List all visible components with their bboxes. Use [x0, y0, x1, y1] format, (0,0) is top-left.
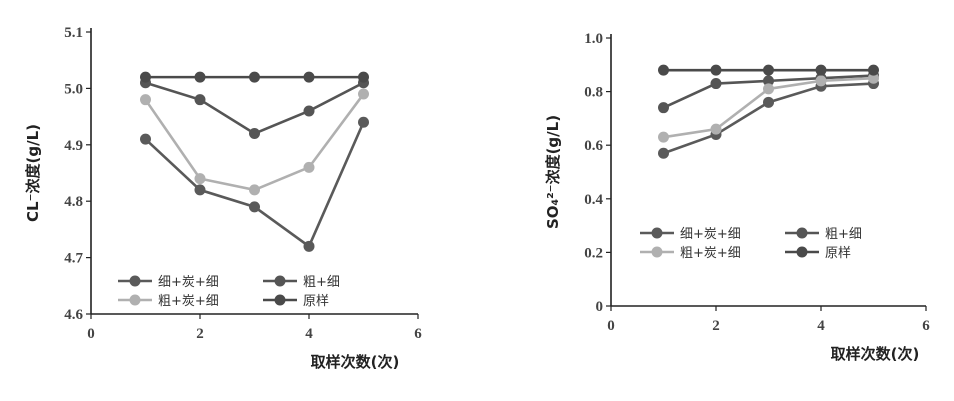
y-tick-label: 0.8: [584, 85, 603, 101]
data-point: [140, 71, 151, 83]
data-point: [658, 147, 669, 159]
data-point: [763, 75, 774, 87]
legend: 细+炭+细 粗+细粗+炭+细 原样: [640, 227, 862, 261]
data-point: [658, 64, 669, 76]
x-tick-label: 2: [712, 318, 720, 334]
legend-marker: [796, 246, 808, 258]
y-tick-label: 0.2: [584, 245, 603, 261]
legend: 细+炭+细 粗+细粗+炭+细 原样: [118, 275, 340, 309]
x-tick-label: 0: [87, 326, 95, 342]
y-tick-label: 4.8: [64, 194, 83, 210]
y-axis-label: CL⁻浓度(g/L): [24, 124, 42, 222]
data-point: [140, 133, 151, 145]
y-tick-label: 5.1: [64, 25, 83, 41]
legend-label: 粗+炭+细: [158, 294, 219, 309]
data-point: [868, 72, 879, 84]
data-point: [763, 96, 774, 108]
y-tick-label: 4.9: [64, 138, 83, 154]
legend-marker: [651, 246, 663, 258]
y-tick-label: 4.6: [64, 307, 83, 323]
data-point: [303, 161, 315, 173]
data-point: [658, 102, 669, 114]
legend-label: 粗+细: [825, 227, 862, 242]
legend-label: 粗+细: [303, 275, 340, 290]
legend-label: 细+炭+细: [158, 275, 219, 290]
y-tick-label: 0: [596, 299, 604, 315]
legend-label: 细+炭+细: [680, 227, 741, 242]
data-point: [194, 94, 206, 106]
data-point: [249, 71, 260, 83]
legend-marker: [796, 227, 808, 239]
data-point: [194, 184, 206, 196]
y-tick-label: 0.6: [584, 138, 603, 154]
chart-1: 4.6 4.7 4.8 4.9 5.0 5.1 0 2 4 6 取样次数(次) CL⁻浓度(g/L) 细…: [24, 25, 422, 371]
data-point: [249, 184, 260, 196]
legend-label: 原样: [303, 294, 329, 309]
x-tick-label: 6: [414, 326, 422, 342]
x-tick-label: 4: [305, 326, 313, 342]
data-point: [763, 64, 774, 76]
legend-marker: [651, 227, 663, 239]
data-point: [658, 131, 669, 143]
data-point: [249, 201, 260, 213]
x-axis-label: 取样次数(次): [831, 345, 920, 363]
legend-marker: [274, 294, 286, 306]
x-tick-label: 2: [196, 326, 204, 342]
data-point: [815, 64, 827, 76]
x-tick-label: 6: [922, 318, 930, 334]
x-tick-label: 4: [817, 318, 825, 334]
x-axis-label: 取样次数(次): [311, 353, 400, 371]
data-point: [358, 88, 369, 100]
data-point: [303, 71, 315, 83]
data-point: [303, 105, 315, 117]
data-point: [194, 71, 206, 83]
legend-label: 原样: [825, 246, 851, 261]
data-point: [868, 64, 879, 76]
data-point: [710, 123, 722, 135]
data-point: [140, 94, 151, 106]
legend-label: 粗+炭+细: [680, 246, 741, 261]
y-tick-label: 4.7: [64, 251, 83, 267]
data-point: [249, 128, 260, 140]
legend-marker: [129, 275, 141, 287]
data-point: [358, 71, 369, 83]
series-line: [144, 121, 365, 249]
data-point: [303, 240, 315, 252]
series-line: [145, 81, 365, 135]
data-point: [763, 83, 774, 95]
x-tick-label: 0: [607, 318, 615, 334]
data-point: [815, 75, 827, 87]
data-point: [194, 173, 206, 185]
legend-marker: [274, 275, 286, 287]
y-tick-label: 5.0: [64, 81, 83, 97]
series-line: [144, 93, 365, 192]
data-point: [358, 116, 369, 128]
legend-marker: [129, 294, 141, 306]
y-axis-label: SO₄²⁻浓度(g/L): [544, 115, 562, 229]
data-point: [710, 64, 722, 76]
data-point: [710, 78, 722, 90]
y-tick-label: 1.0: [584, 31, 603, 47]
y-tick-label: 0.4: [584, 192, 603, 208]
